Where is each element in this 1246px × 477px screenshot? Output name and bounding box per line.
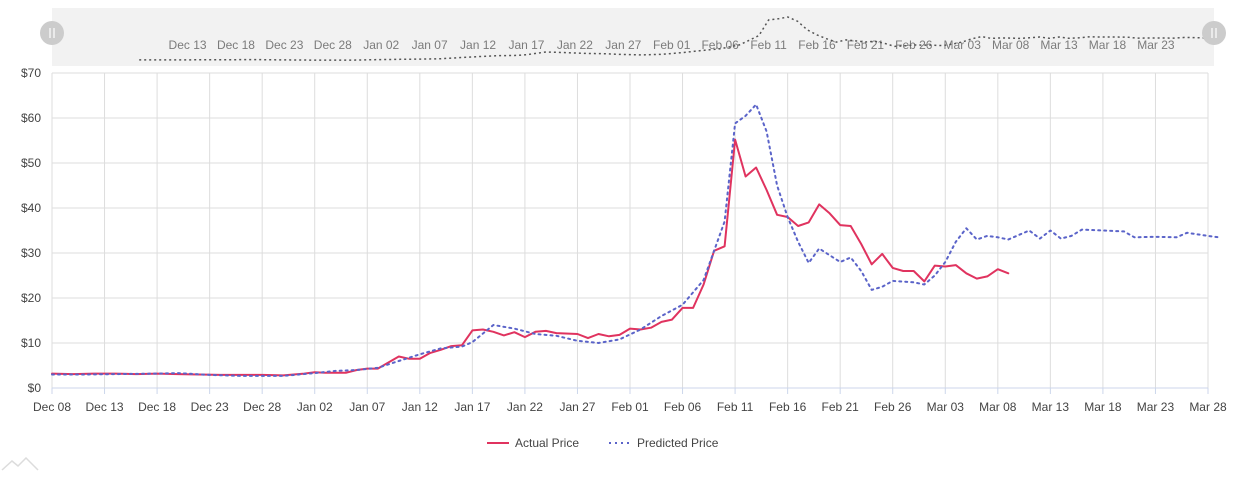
actual-price-line [51, 138, 1010, 377]
navigator-tick-label: Mar 03 [944, 38, 982, 52]
x-tick-label: Feb 16 [769, 400, 807, 414]
x-tick-label: Jan 17 [454, 400, 490, 414]
navigator-tick-label: Mar 23 [1137, 38, 1175, 52]
x-tick-label: Jan 02 [297, 400, 333, 414]
navigator-background [52, 8, 1214, 66]
navigator-tick-label: Jan 02 [363, 38, 399, 52]
navigator-tick-label: Mar 18 [1089, 38, 1127, 52]
navigator-tick-label: Feb 21 [847, 38, 885, 52]
x-tick-label: Mar 23 [1137, 400, 1175, 414]
legend: Actual Price Predicted Price [487, 436, 719, 450]
navigator-tick-label: Jan 27 [605, 38, 641, 52]
y-tick-label: $30 [21, 246, 41, 260]
y-tick-label: $50 [21, 156, 41, 170]
legend-item-predicted-price[interactable]: Predicted Price [609, 436, 719, 450]
navigator-series-line [139, 16, 1215, 61]
x-tick-label: Mar 03 [927, 400, 965, 414]
x-tick-label: Jan 22 [507, 400, 543, 414]
y-tick-label: $10 [21, 336, 41, 350]
x-tick-label: Feb 21 [822, 400, 860, 414]
x-tick-label: Feb 06 [664, 400, 702, 414]
navigator-tick-label: Feb 26 [895, 38, 933, 52]
plot-area: $0 $10 $20 $30 $40 $50 $60 $70 Dec 08 Dec 13 Dec 1… [21, 66, 1227, 414]
navigator-tick-label: Feb 16 [798, 38, 836, 52]
y-tick-label: $70 [21, 66, 41, 80]
navigator-tick-label: Jan 22 [557, 38, 593, 52]
x-tick-label: Jan 07 [349, 400, 385, 414]
navigator-tick-label: Feb 01 [653, 38, 691, 52]
navigator-tick-label: Dec 18 [217, 38, 255, 52]
navigator-tick-label: Jan 17 [508, 38, 544, 52]
x-tick-label: Feb 01 [611, 400, 649, 414]
navigator-left-handle[interactable] [40, 21, 64, 45]
x-tick-label: Dec 08 [33, 400, 71, 414]
y-tick-label: $60 [21, 111, 41, 125]
x-tick-label: Jan 12 [402, 400, 438, 414]
navigator-right-handle[interactable] [1202, 21, 1226, 45]
x-tick-label: Feb 11 [717, 400, 754, 414]
legend-label: Actual Price [515, 436, 579, 450]
x-tick-label: Dec 23 [191, 400, 229, 414]
x-tick-label: Dec 13 [86, 400, 124, 414]
y-tick-label: $20 [21, 291, 41, 305]
x-tick-label: Mar 13 [1032, 400, 1070, 414]
x-tick-label: Feb 26 [874, 400, 912, 414]
navigator[interactable]: Dec 13 Dec 18 Dec 23 Dec 28 Jan 02 Jan 07 Jan … [40, 8, 1226, 66]
x-tick-label: Jan 27 [559, 400, 595, 414]
navigator-tick-label: Dec 28 [314, 38, 352, 52]
navigator-tick-label: Jan 12 [460, 38, 496, 52]
navigator-tick-label: Feb 11 [750, 38, 787, 52]
y-tick-label: $40 [21, 201, 41, 215]
legend-label: Predicted Price [637, 436, 719, 450]
credits-logo [1, 456, 39, 471]
legend-item-actual-price[interactable]: Actual Price [487, 436, 579, 450]
navigator-tick-label: Feb 06 [701, 38, 739, 52]
x-tick-label: Dec 18 [138, 400, 176, 414]
x-tick-label: Mar 08 [979, 400, 1017, 414]
mountain-icon [1, 456, 39, 471]
predicted-price-line [51, 103, 1220, 377]
navigator-tick-label: Jan 07 [412, 38, 448, 52]
navigator-tick-label: Dec 13 [169, 38, 207, 52]
navigator-tick-label: Dec 23 [265, 38, 303, 52]
x-tick-label: Dec 28 [243, 400, 281, 414]
x-tick-label: Mar 18 [1084, 400, 1122, 414]
y-tick-label: $0 [28, 381, 42, 395]
navigator-tick-label: Mar 13 [1040, 38, 1078, 52]
x-tick-label: Mar 28 [1189, 400, 1227, 414]
navigator-tick-label: Mar 08 [992, 38, 1030, 52]
